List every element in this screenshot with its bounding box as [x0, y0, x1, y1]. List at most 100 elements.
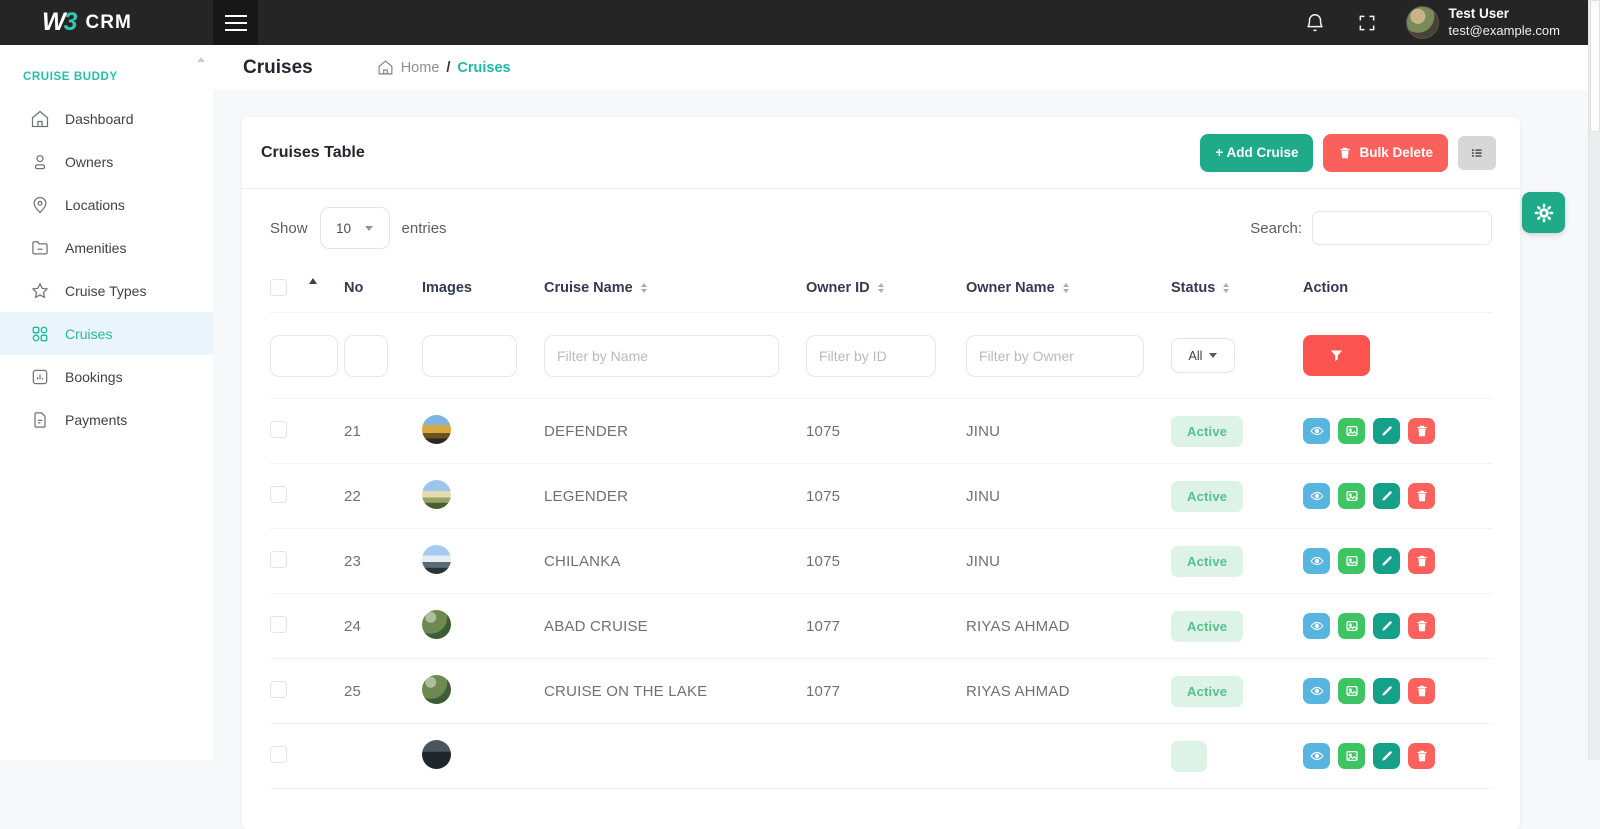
edit-button[interactable] [1373, 418, 1400, 444]
row-checkbox[interactable] [270, 681, 287, 698]
row-checkbox[interactable] [270, 551, 287, 568]
image-icon [1345, 749, 1359, 763]
sort-icons [878, 283, 884, 293]
grid-icon [30, 324, 50, 344]
main-area: Cruises Home / Cruises Cruises Table + A… [213, 45, 1588, 760]
column-header-no[interactable]: No [344, 280, 422, 296]
cell-owner-name: JINU [966, 553, 1171, 570]
column-header-action: Action [1303, 280, 1492, 296]
column-header-images[interactable]: Images [422, 280, 544, 296]
table-row: 21 DEFENDER 1075 JINU Active [270, 399, 1492, 464]
images-button[interactable] [1338, 678, 1365, 704]
search-label: Search: [1250, 220, 1302, 237]
page-size-select[interactable]: 10 [320, 207, 390, 249]
edit-button[interactable] [1373, 678, 1400, 704]
view-button[interactable] [1303, 548, 1330, 574]
sidebar-item-locations[interactable]: Locations [0, 183, 213, 226]
settings-fab-button[interactable] [1522, 192, 1565, 233]
row-checkbox[interactable] [270, 616, 287, 633]
folder-icon [30, 238, 50, 258]
status-badge: Active [1171, 546, 1243, 577]
delete-button[interactable] [1408, 418, 1435, 444]
cruise-thumbnail[interactable] [422, 415, 451, 444]
column-header-owner-name[interactable]: Owner Name [966, 280, 1171, 296]
scrollbar[interactable] [1588, 0, 1600, 760]
bulk-delete-button[interactable]: Bulk Delete [1323, 134, 1448, 172]
column-header-cruise-name[interactable]: Cruise Name [544, 280, 806, 296]
filter-name-input[interactable] [544, 335, 779, 377]
select-all-checkbox[interactable] [270, 279, 287, 296]
sidebar-item-cruise-types[interactable]: Cruise Types [0, 269, 213, 312]
breadcrumb: Home / Cruises [377, 59, 511, 76]
breadcrumb-home[interactable]: Home [401, 60, 440, 76]
delete-button[interactable] [1408, 613, 1435, 639]
hamburger-menu-button[interactable] [213, 0, 258, 45]
view-button[interactable] [1303, 418, 1330, 444]
avatar [1406, 6, 1439, 39]
notifications-button[interactable] [1302, 10, 1328, 36]
cruise-thumbnail[interactable] [422, 610, 451, 639]
column-header-status[interactable]: Status [1171, 280, 1303, 296]
sort-asc-icon[interactable] [309, 278, 317, 284]
images-button[interactable] [1338, 548, 1365, 574]
delete-button[interactable] [1408, 743, 1435, 769]
cruise-thumbnail[interactable] [422, 740, 451, 769]
cruise-thumbnail[interactable] [422, 545, 451, 574]
sidebar-item-owners[interactable]: Owners [0, 140, 213, 183]
user-menu[interactable]: Test User test@example.com [1406, 6, 1560, 39]
sidebar-item-cruises[interactable]: Cruises [0, 312, 213, 355]
trash-icon [1415, 619, 1429, 633]
sidebar-item-label: Cruise Types [65, 283, 146, 299]
view-button[interactable] [1303, 613, 1330, 639]
view-button[interactable] [1303, 678, 1330, 704]
hamburger-icon [225, 22, 247, 24]
view-button[interactable] [1303, 743, 1330, 769]
cruise-thumbnail[interactable] [422, 675, 451, 704]
images-button[interactable] [1338, 483, 1365, 509]
delete-button[interactable] [1408, 678, 1435, 704]
images-button[interactable] [1338, 418, 1365, 444]
images-button[interactable] [1338, 613, 1365, 639]
search-input[interactable] [1312, 211, 1492, 245]
filter-id-input[interactable] [806, 335, 936, 377]
fullscreen-button[interactable] [1354, 10, 1380, 36]
sidebar-item-amenities[interactable]: Amenities [0, 226, 213, 269]
cruise-thumbnail[interactable] [422, 480, 451, 509]
trash-icon [1415, 749, 1429, 763]
sidebar-item-dashboard[interactable]: Dashboard [0, 97, 213, 140]
logo-mark: W3 [42, 8, 76, 37]
add-cruise-button[interactable]: + Add Cruise [1200, 134, 1313, 172]
column-header-owner-id[interactable]: Owner ID [806, 280, 966, 296]
sidebar-item-label: Payments [65, 412, 127, 428]
filter-images-input[interactable] [422, 335, 517, 377]
cell-no: 23 [344, 553, 422, 570]
sidebar-item-payments[interactable]: Payments [0, 398, 213, 441]
chevron-down-icon [1209, 353, 1217, 358]
filter-no-input[interactable] [344, 335, 388, 377]
sidebar-item-bookings[interactable]: Bookings [0, 355, 213, 398]
images-button[interactable] [1338, 743, 1365, 769]
status-filter-dropdown[interactable]: All [1171, 338, 1235, 373]
trash-icon [1415, 684, 1429, 698]
row-checkbox[interactable] [270, 486, 287, 503]
filter-checkbox-col-input[interactable] [270, 335, 338, 377]
apply-filter-button[interactable] [1303, 335, 1370, 376]
edit-button[interactable] [1373, 743, 1400, 769]
table-row: 23 CHILANKA 1075 JINU Active [270, 529, 1492, 594]
view-button[interactable] [1303, 483, 1330, 509]
trash-icon [1415, 424, 1429, 438]
logo-text: CRM [86, 12, 132, 34]
delete-button[interactable] [1408, 483, 1435, 509]
delete-button[interactable] [1408, 548, 1435, 574]
show-label: Show [270, 220, 308, 237]
sidebar: CRUISE BUDDY Dashboard Owners Locations … [0, 45, 213, 760]
row-checkbox[interactable] [270, 421, 287, 438]
edit-button[interactable] [1373, 548, 1400, 574]
cell-owner-id: 1075 [806, 553, 966, 570]
scrollbar-thumb[interactable] [1590, 0, 1600, 132]
edit-button[interactable] [1373, 613, 1400, 639]
list-view-button[interactable] [1458, 136, 1496, 170]
edit-button[interactable] [1373, 483, 1400, 509]
filter-owner-input[interactable] [966, 335, 1144, 377]
app-logo[interactable]: W3 CRM [0, 0, 213, 45]
